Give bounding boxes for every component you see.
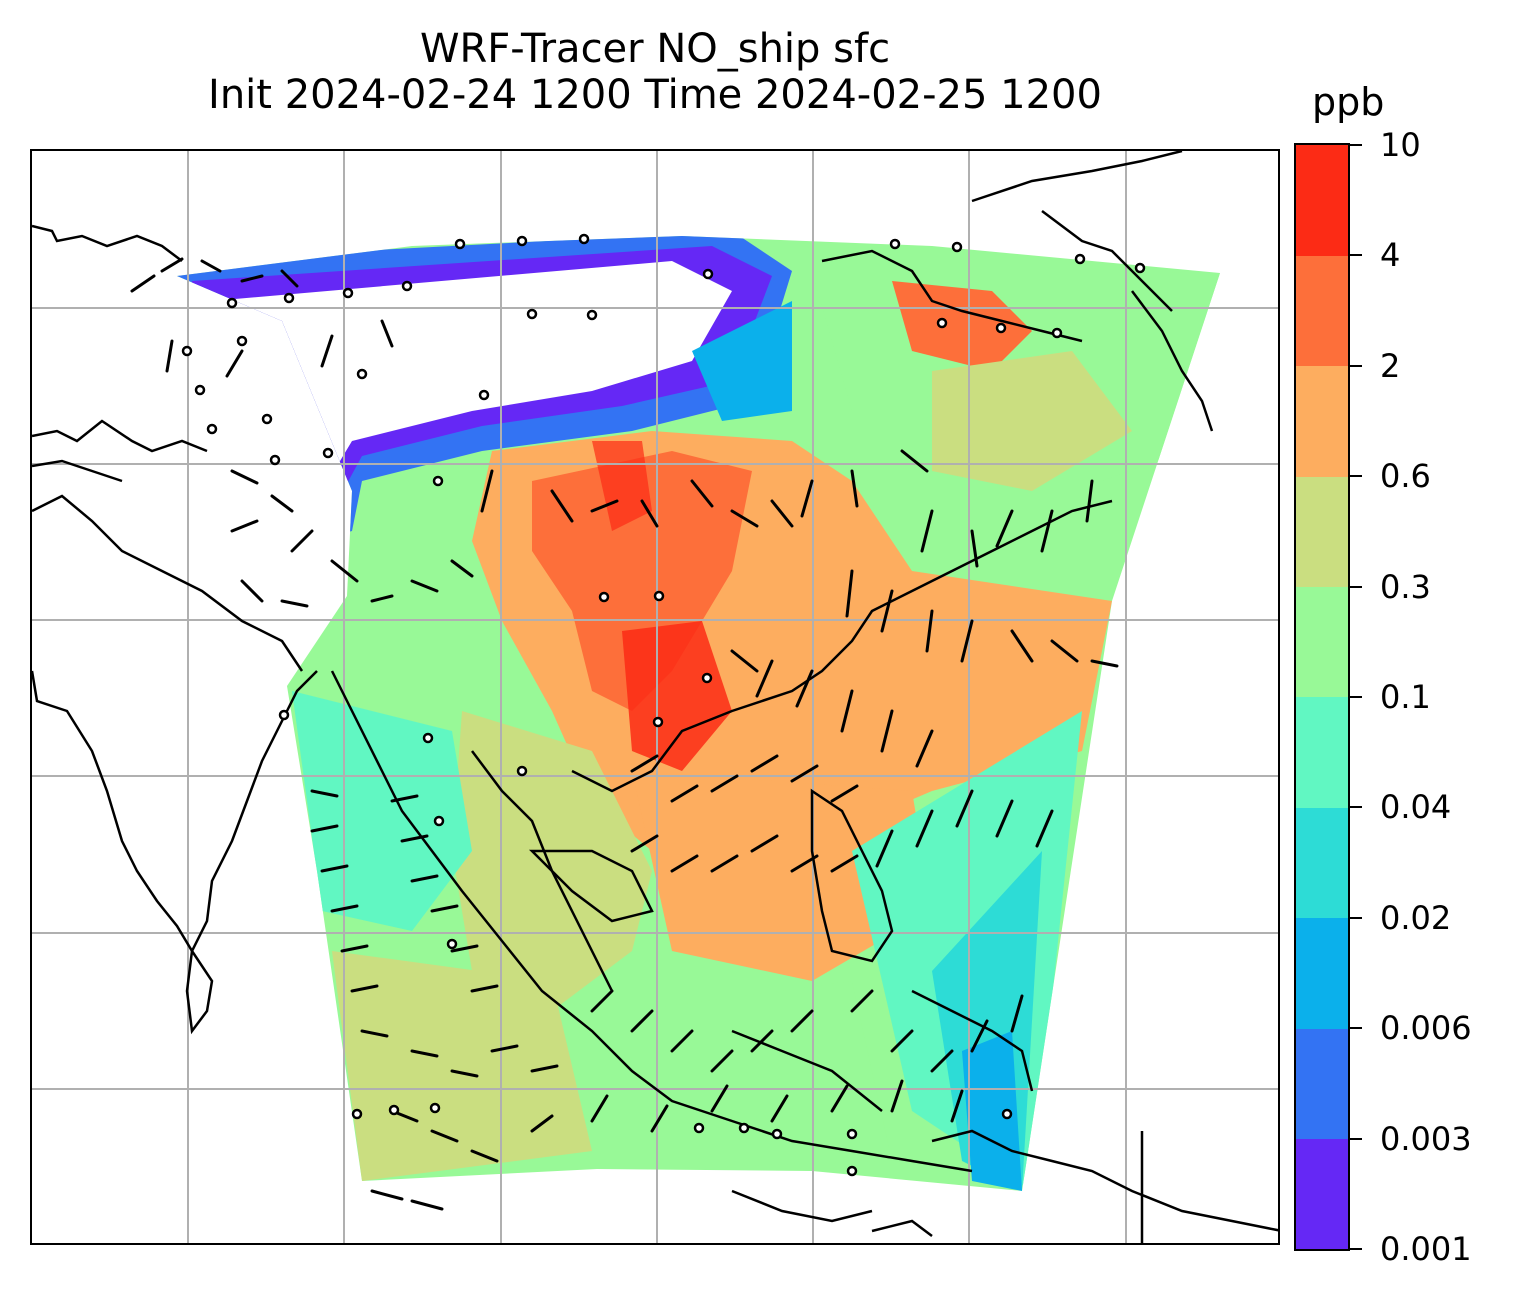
colorbar-label: 0.1	[1380, 678, 1431, 716]
colorbar-tick	[1350, 696, 1362, 698]
colorbar-segment	[1296, 365, 1348, 477]
colorbar-label: 0.3	[1380, 567, 1431, 606]
colorbar-tick	[1350, 1027, 1362, 1030]
map-svg	[32, 151, 1278, 1243]
coastlines	[32, 151, 1278, 1243]
colorbar-segment	[1296, 476, 1348, 588]
colorbar-label: 0.001	[1380, 1230, 1472, 1268]
colorbar-label: 0.006	[1380, 1009, 1472, 1048]
colorbar	[1294, 143, 1350, 1251]
colorbar-tick	[1350, 1137, 1362, 1140]
colorbar-label: 0.04	[1380, 788, 1452, 827]
colorbar-segment	[1296, 255, 1348, 367]
title-line-1: WRF-Tracer NO_ship sfc	[419, 26, 891, 72]
colorbar-tick	[1350, 364, 1362, 367]
colorbar-label: 4	[1380, 236, 1401, 275]
colorbar-label: 0.003	[1380, 1119, 1472, 1158]
colorbar-tick	[1350, 585, 1362, 588]
colorbar-segment	[1296, 586, 1348, 698]
calm-markers	[181, 233, 1146, 1177]
colorbar-segment	[1296, 917, 1348, 1029]
colorbar-label: 0.02	[1380, 898, 1452, 937]
wind-barbs	[130, 257, 1119, 1211]
colorbar-segment	[1296, 807, 1348, 919]
colorbar-segment	[1296, 145, 1348, 256]
colorbar-segment	[1296, 697, 1348, 808]
colorbar-segment	[1296, 1028, 1348, 1140]
colorbar-tick	[1350, 254, 1362, 257]
tracer-field	[177, 236, 1220, 1191]
colorbar-tick	[1350, 806, 1362, 809]
colorbar-segment	[1296, 1138, 1348, 1250]
map-panel	[30, 149, 1280, 1245]
colorbar-tick	[1350, 144, 1362, 146]
chart-title: WRF-Tracer NO_ship sfc Init 2024-02-24 1…	[30, 26, 1280, 118]
title-line-2: Init 2024-02-24 1200 Time 2024-02-25 120…	[208, 72, 1102, 118]
colorbar-label: 10	[1380, 126, 1421, 164]
colorbar-label: 0.6	[1380, 457, 1431, 496]
colorbar-tick	[1350, 916, 1362, 919]
colorbar-unit: ppb	[1312, 80, 1385, 124]
colorbar-tick	[1350, 475, 1362, 478]
colorbar-label: 2	[1380, 346, 1401, 385]
colorbar-tick	[1350, 1248, 1362, 1250]
